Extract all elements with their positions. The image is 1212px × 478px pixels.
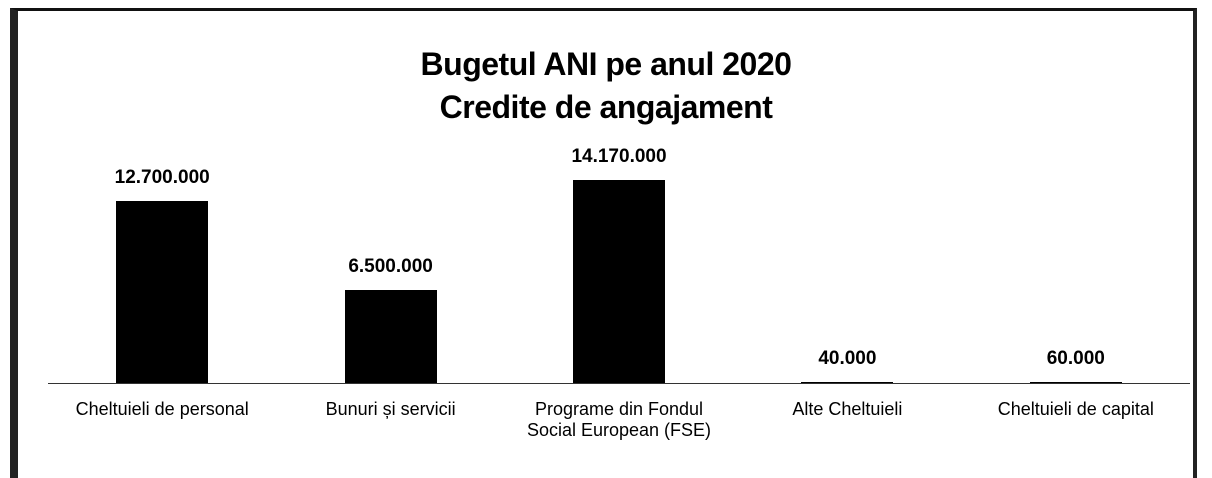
- bar: [801, 382, 894, 383]
- x-tick-label: Alte Cheltuieli: [792, 399, 903, 419]
- x-axis: [48, 383, 1190, 384]
- chart-title: Bugetul ANI pe anul 2020: [420, 46, 792, 82]
- bar: [344, 289, 437, 383]
- data-label: 6.500.000: [348, 255, 433, 277]
- data-label: 40.000: [818, 348, 877, 370]
- x-tick-label: Programe din Fondul Social European (FSE…: [526, 399, 712, 440]
- chart-subtitle: Credite de angajament: [439, 89, 773, 125]
- data-label: 14.170.000: [571, 146, 667, 167]
- bar: [116, 201, 209, 383]
- data-label: 60.000: [1046, 348, 1105, 370]
- x-tick-label: Cheltuieli de capital: [997, 399, 1154, 419]
- frame: [10, 8, 1197, 478]
- x-tick-label: Cheltuieli de personal: [75, 399, 249, 419]
- data-label: 12.700.000: [114, 167, 210, 189]
- bar: [573, 180, 665, 383]
- x-tick-label: Bunuri și servicii: [325, 399, 456, 419]
- bar: [1029, 382, 1122, 383]
